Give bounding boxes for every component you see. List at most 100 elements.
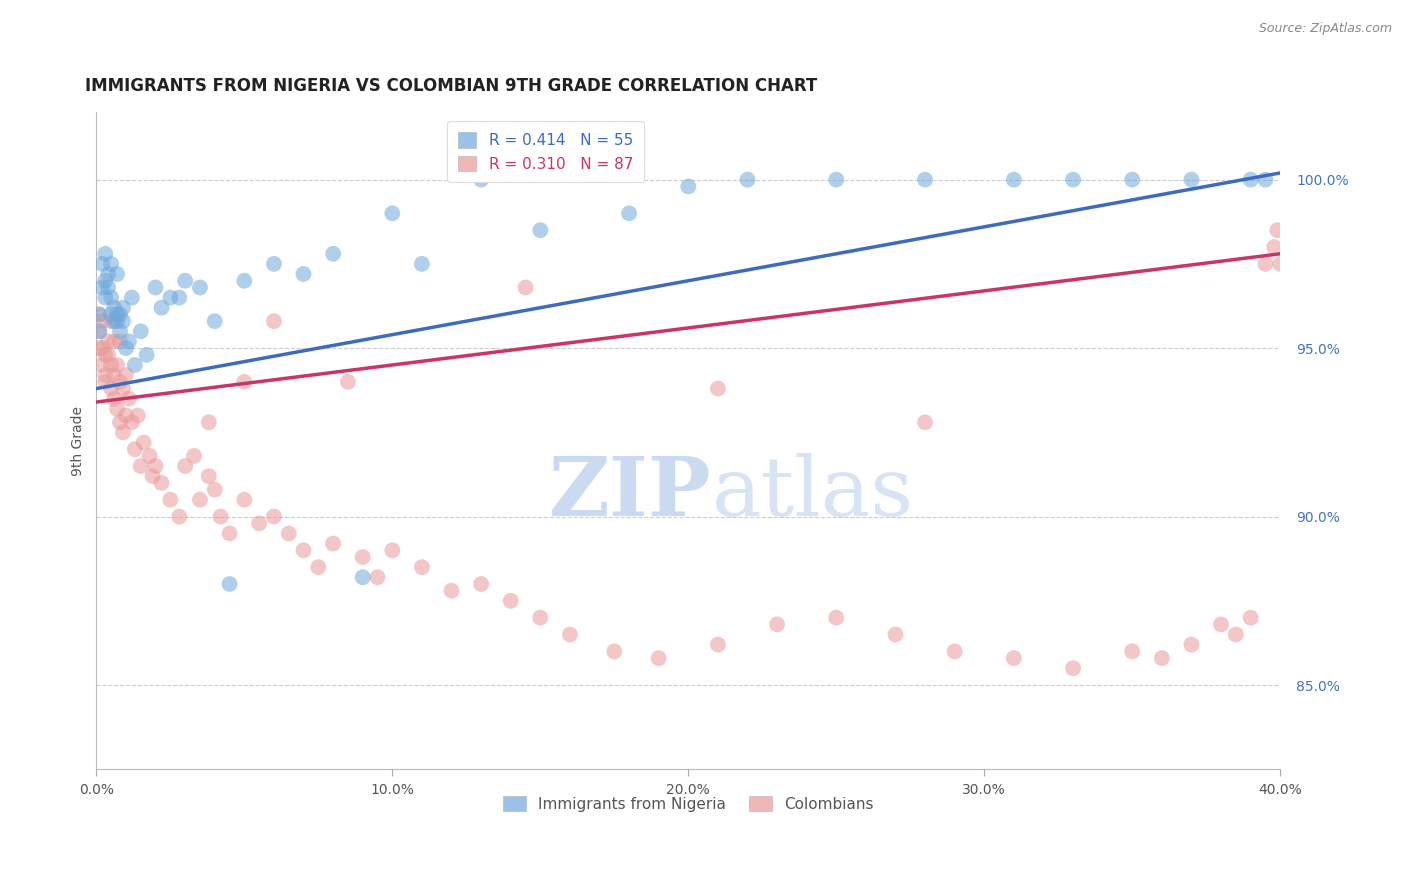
Point	[111, 301, 134, 315]
Point	[159, 291, 181, 305]
Point	[292, 267, 315, 281]
Point	[132, 435, 155, 450]
Point	[115, 341, 138, 355]
Point	[100, 382, 122, 396]
Text: ZIP: ZIP	[550, 453, 711, 533]
Point	[105, 267, 128, 281]
Point	[277, 526, 299, 541]
Point	[145, 458, 167, 473]
Point	[322, 536, 344, 550]
Point	[94, 375, 117, 389]
Point	[100, 291, 122, 305]
Point	[707, 638, 730, 652]
Point	[292, 543, 315, 558]
Point	[97, 334, 120, 349]
Point	[647, 651, 669, 665]
Point	[118, 334, 141, 349]
Point	[97, 348, 120, 362]
Point	[884, 627, 907, 641]
Point	[91, 341, 114, 355]
Point	[1002, 651, 1025, 665]
Point	[188, 280, 211, 294]
Point	[91, 314, 114, 328]
Point	[1225, 627, 1247, 641]
Point	[129, 324, 152, 338]
Point	[914, 172, 936, 186]
Point	[381, 206, 404, 220]
Point	[91, 280, 114, 294]
Point	[100, 308, 122, 322]
Point	[204, 314, 226, 328]
Point	[233, 375, 256, 389]
Point	[105, 308, 128, 322]
Point	[209, 509, 232, 524]
Point	[263, 509, 285, 524]
Point	[115, 409, 138, 423]
Point	[737, 172, 759, 186]
Point	[825, 610, 848, 624]
Point	[108, 415, 131, 429]
Point	[499, 594, 522, 608]
Point	[766, 617, 789, 632]
Point	[1180, 638, 1202, 652]
Point	[233, 274, 256, 288]
Point	[91, 257, 114, 271]
Text: Source: ZipAtlas.com: Source: ZipAtlas.com	[1258, 22, 1392, 36]
Point	[1239, 610, 1261, 624]
Point	[440, 583, 463, 598]
Point	[174, 458, 197, 473]
Point	[198, 469, 221, 483]
Point	[89, 308, 111, 322]
Point	[94, 348, 117, 362]
Point	[1121, 644, 1143, 658]
Point	[247, 516, 270, 531]
Point	[103, 368, 125, 382]
Text: atlas: atlas	[711, 453, 914, 533]
Point	[142, 469, 165, 483]
Point	[1062, 661, 1084, 675]
Point	[1270, 257, 1292, 271]
Point	[89, 308, 111, 322]
Point	[204, 483, 226, 497]
Point	[263, 314, 285, 328]
Point	[381, 543, 404, 558]
Point	[825, 172, 848, 186]
Point	[322, 247, 344, 261]
Point	[97, 280, 120, 294]
Point	[1254, 257, 1277, 271]
Point	[1180, 172, 1202, 186]
Point	[91, 358, 114, 372]
Point	[617, 206, 640, 220]
Y-axis label: 9th Grade: 9th Grade	[72, 406, 86, 475]
Point	[89, 324, 111, 338]
Point	[127, 409, 149, 423]
Point	[603, 644, 626, 658]
Point	[188, 492, 211, 507]
Point	[94, 247, 117, 261]
Point	[678, 179, 700, 194]
Point	[218, 526, 240, 541]
Point	[174, 274, 197, 288]
Point	[105, 314, 128, 328]
Point	[111, 425, 134, 440]
Point	[108, 324, 131, 338]
Point	[94, 291, 117, 305]
Point	[1062, 172, 1084, 186]
Point	[111, 314, 134, 328]
Point	[367, 570, 389, 584]
Point	[1239, 172, 1261, 186]
Point	[233, 492, 256, 507]
Point	[198, 415, 221, 429]
Point	[307, 560, 329, 574]
Point	[167, 291, 190, 305]
Point	[183, 449, 205, 463]
Point	[108, 375, 131, 389]
Point	[167, 509, 190, 524]
Point	[135, 348, 157, 362]
Point	[707, 382, 730, 396]
Point	[150, 475, 173, 490]
Point	[470, 172, 492, 186]
Point	[118, 392, 141, 406]
Point	[529, 223, 551, 237]
Point	[105, 401, 128, 416]
